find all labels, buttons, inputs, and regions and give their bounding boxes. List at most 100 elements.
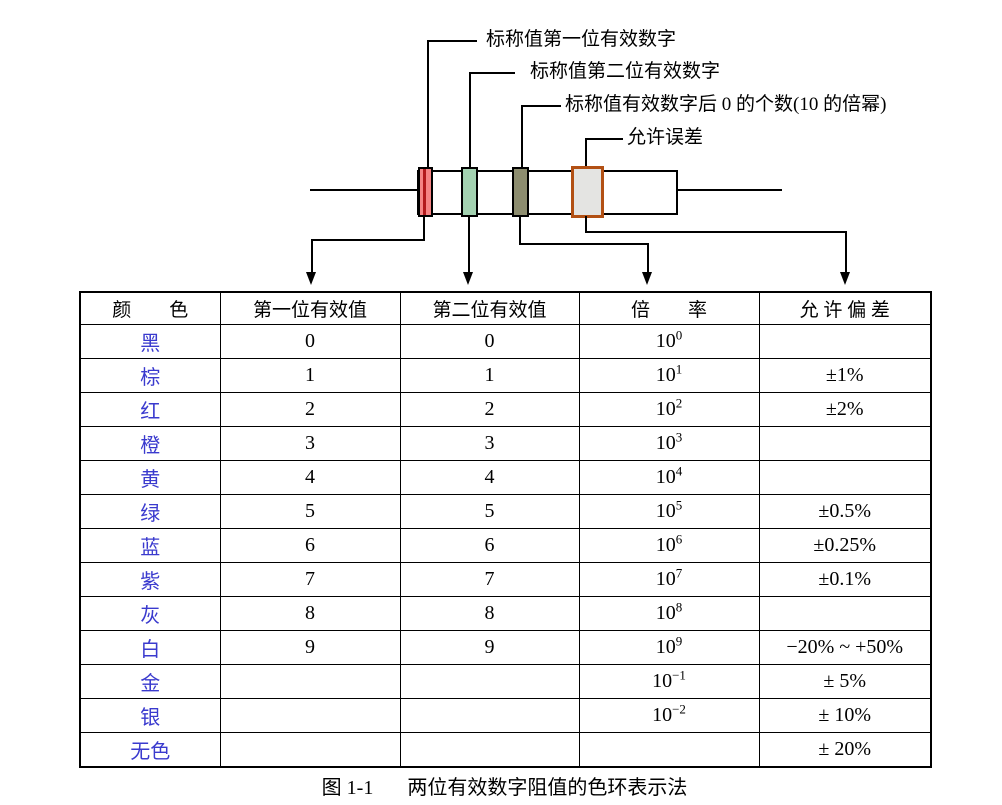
resistor-lead-left xyxy=(310,189,418,191)
cell-multiplier: 104 xyxy=(578,460,760,495)
callout-line-4 xyxy=(585,138,623,140)
cell-tolerance: ± 20% xyxy=(758,732,932,768)
table-row: 紫 7 7 107 ±0.1% xyxy=(79,562,932,597)
band-tolerance xyxy=(571,166,604,218)
cell-tolerance: ± 10% xyxy=(758,698,932,733)
table-row: 黑 0 0 100 xyxy=(79,324,932,359)
cell-first-digit xyxy=(219,732,401,768)
cell-color-name: 棕 xyxy=(79,358,221,393)
cell-multiplier: 101 xyxy=(578,358,760,393)
callout-line-2 xyxy=(469,72,515,74)
band-multiplier xyxy=(512,167,529,217)
band-first-digit xyxy=(418,167,433,217)
cell-first-digit: 6 xyxy=(219,528,401,563)
cell-second-digit: 8 xyxy=(399,596,580,631)
table-row: 棕 1 1 101 ±1% xyxy=(79,358,932,393)
arrow-band1-to-col2 xyxy=(311,239,425,241)
cell-color-name: 橙 xyxy=(79,426,221,461)
arrowhead-down-icon xyxy=(840,272,850,285)
arrow-band4-to-col5 xyxy=(845,231,847,273)
cell-first-digit: 3 xyxy=(219,426,401,461)
cell-tolerance: ±2% xyxy=(758,392,932,427)
cell-color-name: 白 xyxy=(79,630,221,665)
table-row: 橙 3 3 103 xyxy=(79,426,932,461)
band-first-digit-stripe xyxy=(423,169,426,215)
arrowhead-down-icon xyxy=(642,272,652,285)
band-second-digit xyxy=(461,167,478,217)
cell-tolerance: ±0.1% xyxy=(758,562,932,597)
cell-color-name: 绿 xyxy=(79,494,221,529)
color-code-table: 颜 色 第一位有效值 第二位有效值 倍 率 允 许 偏 差 黑 0 0 100 棕 1 1 1… xyxy=(79,291,932,768)
arrow-band2-to-col3 xyxy=(468,216,470,273)
cell-color-name: 紫 xyxy=(79,562,221,597)
cell-tolerance: ±0.5% xyxy=(758,494,932,529)
figure-caption-text: 两位有效数字阻值的色环表示法 xyxy=(407,777,688,799)
callout-line-4 xyxy=(585,138,587,168)
cell-second-digit xyxy=(399,698,580,733)
table-row: 蓝 6 6 106 ±0.25% xyxy=(79,528,932,563)
callout-line-1 xyxy=(427,40,477,42)
cell-first-digit: 5 xyxy=(219,494,401,529)
cell-second-digit: 9 xyxy=(399,630,580,665)
callout-first-digit-label: 标称值第一位有效数字 xyxy=(486,29,677,50)
color-table-body: 黑 0 0 100 棕 1 1 101 ±1% 红 2 2 102 ±2% 橙 3 3 103 黄 4 4 104 绿 5 5 1… xyxy=(79,324,932,768)
cell-color-name: 黄 xyxy=(79,460,221,495)
cell-second-digit: 5 xyxy=(399,494,580,529)
cell-color-name: 红 xyxy=(79,392,221,427)
cell-multiplier: 10−1 xyxy=(578,664,760,699)
arrow-band4-to-col5 xyxy=(585,231,847,233)
callout-second-digit-label: 标称值第二位有效数字 xyxy=(530,61,721,82)
cell-first-digit: 1 xyxy=(219,358,401,393)
cell-tolerance xyxy=(758,324,932,359)
callout-tolerance-label: 允许误差 xyxy=(627,127,704,148)
cell-tolerance xyxy=(758,426,932,461)
callout-line-1 xyxy=(427,40,429,168)
arrow-band3-to-col4 xyxy=(519,243,649,245)
arrow-band4-to-col5 xyxy=(585,216,587,233)
cell-second-digit: 2 xyxy=(399,392,580,427)
header-multiplier: 倍 率 xyxy=(578,291,760,325)
figure-caption-number: 图 1-1 xyxy=(321,777,374,799)
cell-color-name: 蓝 xyxy=(79,528,221,563)
arrow-band3-to-col4 xyxy=(519,216,521,245)
cell-multiplier: 103 xyxy=(578,426,760,461)
table-row: 金 10−1 ± 5% xyxy=(79,664,932,699)
cell-multiplier: 102 xyxy=(578,392,760,427)
arrow-band3-to-col4 xyxy=(647,243,649,273)
arrowhead-down-icon xyxy=(306,272,316,285)
cell-second-digit: 3 xyxy=(399,426,580,461)
figure-caption: 图 1-1 两位有效数字阻值的色环表示法 xyxy=(79,771,930,800)
cell-tolerance: ± 5% xyxy=(758,664,932,699)
cell-second-digit xyxy=(399,732,580,768)
resistor-lead-right xyxy=(677,189,782,191)
table-row: 无色 ± 20% xyxy=(79,732,932,768)
table-row: 红 2 2 102 ±2% xyxy=(79,392,932,427)
callout-multiplier-label: 标称值有效数字后 0 的个数(10 的倍幂) xyxy=(565,94,887,115)
cell-color-name: 灰 xyxy=(79,596,221,631)
cell-first-digit xyxy=(219,698,401,733)
cell-multiplier: 106 xyxy=(578,528,760,563)
cell-second-digit: 7 xyxy=(399,562,580,597)
header-color: 颜 色 xyxy=(79,291,221,325)
header-second-digit: 第二位有效值 xyxy=(399,291,580,325)
arrow-band1-to-col2 xyxy=(423,216,425,241)
cell-color-name: 金 xyxy=(79,664,221,699)
table-header-row: 颜 色 第一位有效值 第二位有效值 倍 率 允 许 偏 差 xyxy=(79,291,932,325)
table-row: 黄 4 4 104 xyxy=(79,460,932,495)
callout-line-3 xyxy=(521,105,523,168)
cell-multiplier xyxy=(578,732,760,768)
cell-multiplier: 100 xyxy=(578,324,760,359)
cell-first-digit: 9 xyxy=(219,630,401,665)
cell-first-digit: 7 xyxy=(219,562,401,597)
cell-first-digit xyxy=(219,664,401,699)
cell-second-digit: 0 xyxy=(399,324,580,359)
table-row: 灰 8 8 108 xyxy=(79,596,932,631)
cell-first-digit: 8 xyxy=(219,596,401,631)
cell-first-digit: 2 xyxy=(219,392,401,427)
cell-tolerance xyxy=(758,596,932,631)
arrowhead-down-icon xyxy=(463,272,473,285)
cell-first-digit: 4 xyxy=(219,460,401,495)
resistor-body xyxy=(417,170,678,215)
arrow-band1-to-col2 xyxy=(311,239,313,273)
